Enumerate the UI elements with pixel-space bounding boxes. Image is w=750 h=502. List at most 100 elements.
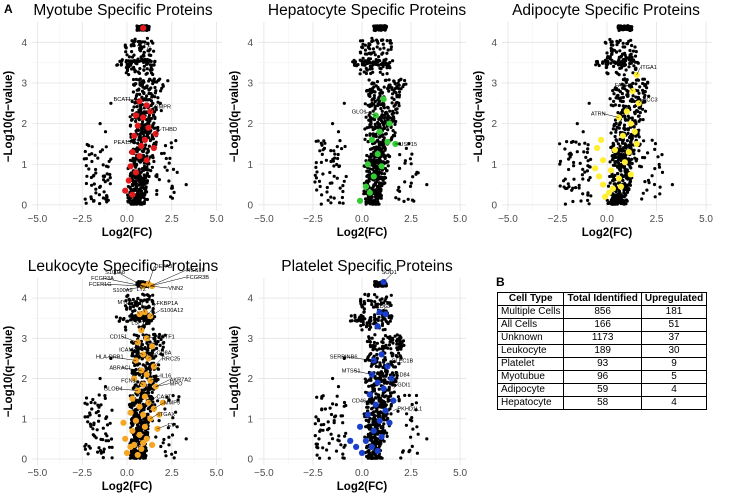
platelet-background-point <box>387 385 391 389</box>
platelet-background-point <box>407 393 411 397</box>
hepatocyte-background-point <box>378 47 382 51</box>
leukocyte-annotation-label: FCN1 <box>121 379 136 385</box>
leukocyte-highlighted-point <box>141 393 149 400</box>
leukocyte-annotation-leader <box>148 396 157 403</box>
platelet-background-point <box>381 328 385 332</box>
adipocyte-background-point <box>617 126 621 130</box>
platelet-y-tick-label: 3 <box>247 334 253 345</box>
adipocyte-background-point <box>613 152 617 156</box>
leukocyte-background-point <box>161 345 165 349</box>
platelet-background-point <box>395 376 399 380</box>
hepatocyte-background-point <box>328 170 332 175</box>
myotube-background-point <box>136 27 140 32</box>
adipocyte-background-point <box>617 73 621 77</box>
adipocyte-background-point <box>657 165 662 169</box>
myotube-background-point <box>175 170 179 174</box>
adipocyte-y-tick-label: 0 <box>491 200 497 211</box>
adipocyte-background-point <box>643 109 648 113</box>
adipocyte-background-point <box>617 58 621 62</box>
hepatocyte-background-point <box>425 183 429 187</box>
hepatocyte-background-point <box>368 123 372 127</box>
myotube-background-point <box>152 63 156 67</box>
leukocyte-background-point <box>150 390 154 394</box>
hepatocyte-background-point <box>402 199 406 203</box>
platelet-background-point <box>342 400 347 405</box>
hepatocyte-background-point <box>380 184 384 188</box>
leukocyte-highlighted-point <box>120 419 127 426</box>
platelet-background-point <box>371 450 375 454</box>
hepatocyte-background-point <box>390 135 394 139</box>
adipocyte-background-point <box>565 140 569 144</box>
leukocyte-background-point <box>130 351 135 355</box>
adipocyte-background-point <box>653 147 657 151</box>
adipocyte-background-point <box>622 84 626 88</box>
hepatocyte-highlighted-point <box>366 189 373 196</box>
hepatocyte-background-point <box>331 122 335 126</box>
platelet-highlighted-point <box>386 419 393 426</box>
platelet-background-point <box>373 293 377 297</box>
leukocyte-annotation-label: ICAM3 <box>119 347 136 353</box>
total-identified-cell: 59 <box>563 383 642 397</box>
adipocyte-background-point <box>627 39 631 43</box>
myotube-background-point <box>84 157 88 161</box>
hepatocyte-background-point <box>404 146 408 150</box>
hepatocyte-background-point <box>377 55 381 59</box>
myotube-background-point <box>96 156 100 160</box>
myotube-background-point <box>131 90 135 94</box>
panel-label-b: B <box>496 275 505 289</box>
leukocyte-background-point <box>157 335 161 340</box>
platelet-background-point <box>371 387 375 391</box>
adipocyte-highlighted-point <box>605 189 613 196</box>
adipocyte-background-point <box>588 176 592 180</box>
adipocyte-background-point <box>614 189 618 194</box>
leukocyte-background-point <box>101 426 105 430</box>
hepatocyte-background-point <box>386 48 390 52</box>
adipocyte-background-point <box>586 143 590 147</box>
adipocyte-background-point <box>611 89 615 93</box>
adipocyte-background-point <box>558 184 562 188</box>
leukocyte-background-point <box>151 310 155 314</box>
hepatocyte-background-point <box>362 189 366 193</box>
leukocyte-annotation-label: FCER1G <box>89 282 112 288</box>
leukocyte-annotation-leader <box>124 285 147 291</box>
leukocyte-background-point <box>144 366 148 370</box>
adipocyte-background-point <box>638 106 642 110</box>
platelet-background-point <box>388 407 392 411</box>
platelet-background-point <box>367 378 371 382</box>
hepatocyte-background-point <box>391 88 396 92</box>
adipocyte-background-point <box>558 142 562 146</box>
platelet-background-point <box>370 439 374 443</box>
myotube-background-point <box>145 94 149 98</box>
platelet-background-point <box>341 456 345 460</box>
hepatocyte-background-point <box>389 45 393 49</box>
leukocyte-annotation-label: OSTF1 <box>157 334 175 340</box>
platelet-background-point <box>363 317 367 321</box>
myotube-background-point <box>134 201 138 205</box>
leukocyte-background-point <box>132 456 136 460</box>
platelet-background-point <box>414 393 419 398</box>
myotube-background-point <box>149 116 153 121</box>
leukocyte-y-axis-label: −Log10(q−value) <box>3 326 15 418</box>
hepatocyte-background-point <box>368 57 373 61</box>
myotube-x-tick-label: 2.5 <box>165 214 179 225</box>
adipocyte-highlighted-point <box>597 136 605 143</box>
leukocyte-background-point <box>96 450 100 454</box>
myotube-background-point <box>144 167 148 171</box>
total-identified-cell: 96 <box>563 370 642 384</box>
hepatocyte-background-point <box>409 181 413 185</box>
leukocyte-highlighted-point <box>138 445 145 453</box>
cell-type-cell: Platelet <box>496 357 565 371</box>
hepatocyte-background-point <box>403 78 407 83</box>
leukocyte-background-point <box>143 420 147 424</box>
hepatocyte-x-tick-label: 2.5 <box>404 214 418 225</box>
adipocyte-background-point <box>632 125 636 129</box>
leukocyte-background-point <box>131 309 135 313</box>
adipocyte-background-point <box>574 140 578 144</box>
adipocyte-highlighted-point <box>601 193 609 200</box>
hepatocyte-background-point <box>379 115 383 119</box>
platelet-highlighted-point <box>374 379 381 386</box>
hepatocyte-background-point <box>324 158 328 162</box>
leukocyte-background-point <box>103 396 107 400</box>
hepatocyte-y-tick-label: 0 <box>247 200 253 211</box>
leukocyte-background-point <box>154 374 158 378</box>
